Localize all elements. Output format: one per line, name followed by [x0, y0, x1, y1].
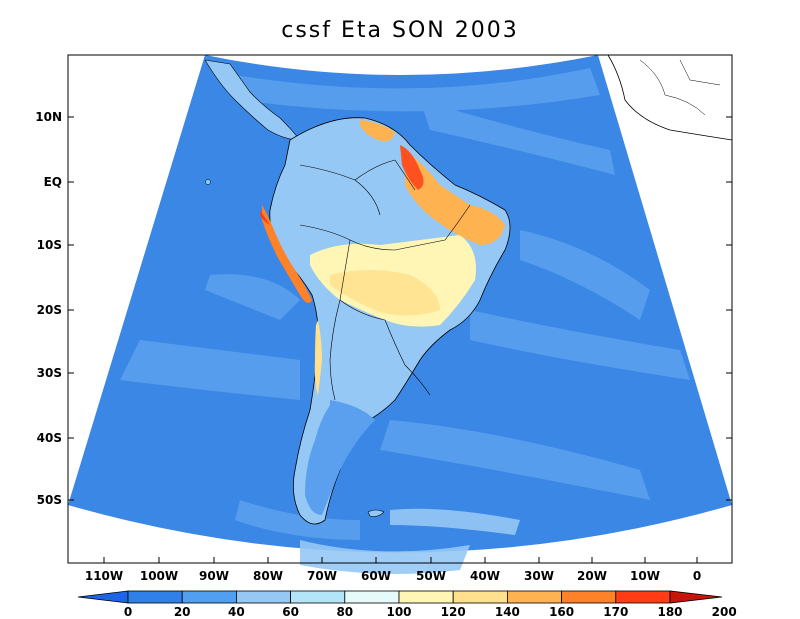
- lon-label-90w: 90W: [199, 569, 229, 583]
- lat-label-10n: 10N: [35, 110, 62, 124]
- lat-label-10s: 10S: [36, 238, 62, 252]
- lat-label-eq: EQ: [43, 175, 62, 189]
- colorbar-tick-label: 40: [228, 605, 245, 619]
- colorbar-high-arrow: [669, 590, 723, 604]
- colorbar-tick-label: 140: [494, 605, 520, 619]
- galapagos-islands: [205, 179, 211, 185]
- colorbar-tick-label: 120: [440, 605, 466, 619]
- colorbar-box: [561, 590, 617, 604]
- colorbar-tick-label: 0: [123, 605, 133, 619]
- africa-borders: [639, 59, 721, 116]
- lat-label-30s: 30S: [36, 366, 62, 380]
- colorbar-box: [235, 590, 291, 604]
- colorbar-tick-label: 200: [711, 605, 737, 619]
- falkland-islands: [367, 509, 385, 517]
- lon-label-10w: 10W: [630, 569, 660, 583]
- colorbar-tick-label: 80: [336, 605, 354, 619]
- colorbar-box: [452, 590, 508, 604]
- lon-label-0: 0: [692, 569, 702, 583]
- colorbar-tick-label: 160: [549, 605, 575, 619]
- map-title: cssf Eta SON 2003: [281, 18, 519, 43]
- lon-label-70w: 70W: [307, 569, 337, 583]
- colorbar-tick-label: 100: [386, 605, 412, 619]
- colorbar-box: [127, 590, 183, 604]
- lon-ticks: [103, 557, 698, 563]
- ocean-field: [120, 68, 690, 574]
- lon-label-30w: 30W: [524, 569, 554, 583]
- colorbar-box: [181, 590, 237, 604]
- south-america: [260, 117, 511, 525]
- lat-label-20s: 20S: [36, 303, 62, 317]
- lon-label-60w: 60W: [361, 569, 391, 583]
- colorbar-tick-label: 20: [173, 605, 191, 619]
- lat-ticks: [68, 116, 732, 501]
- plot-frame: [67, 54, 733, 564]
- lon-label-110w: 110W: [84, 569, 124, 583]
- lon-label-20w: 20W: [577, 569, 607, 583]
- lon-label-40w: 40W: [470, 569, 500, 583]
- colorbar-tick-label: 60: [282, 605, 299, 619]
- colorbar-tick-label: 170: [603, 605, 629, 619]
- lon-label-100w: 100W: [139, 569, 179, 583]
- colorbar-box: [506, 590, 562, 604]
- colorbar-box: [615, 590, 671, 604]
- colorbar-box: [290, 590, 346, 604]
- lat-label-50s: 50S: [36, 493, 62, 507]
- colorbar-box: [398, 590, 454, 604]
- country-borders: [299, 159, 471, 401]
- lon-label-50w: 50W: [416, 569, 446, 583]
- lat-label-40s: 40S: [36, 431, 62, 445]
- colorbar-low-arrow: [77, 590, 129, 604]
- colorbar-tick-label: 180: [657, 605, 683, 619]
- africa-coast: [607, 54, 733, 141]
- colorbar: [77, 590, 723, 604]
- colorbar-box: [344, 590, 400, 604]
- lon-label-80w: 80W: [253, 569, 283, 583]
